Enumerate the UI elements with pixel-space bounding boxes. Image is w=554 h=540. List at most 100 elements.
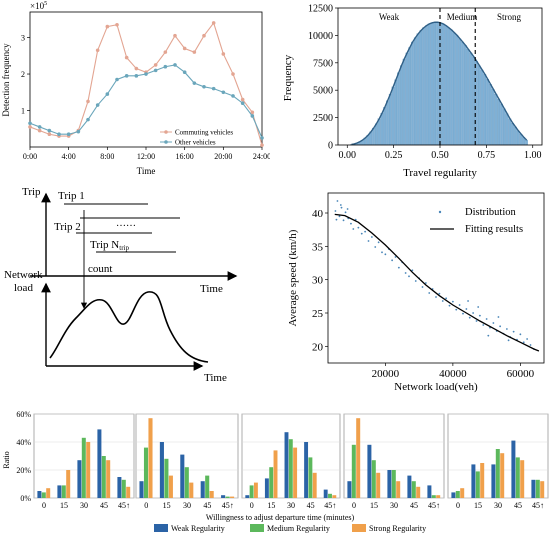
willingness-x-tick-label: 15 bbox=[267, 501, 275, 510]
willingness-x-tick-label: 45↑ bbox=[428, 501, 440, 510]
histogram-bar bbox=[466, 48, 470, 146]
detection-point bbox=[202, 84, 206, 89]
willingness-x-tick-label: 0 bbox=[352, 501, 356, 510]
histogram-bar bbox=[508, 118, 512, 146]
willingness-bar bbox=[66, 470, 71, 498]
willingness-x-tick-label: 45 bbox=[203, 501, 211, 510]
speed-point bbox=[458, 304, 461, 306]
willingness-bar bbox=[451, 492, 456, 498]
detection-point bbox=[192, 50, 197, 54]
region-label-medium: Medium bbox=[447, 12, 478, 22]
willingness-panel: 0 15 30 45 45↑ bbox=[447, 413, 549, 510]
detection-point bbox=[231, 94, 235, 98]
histogram-bar bbox=[452, 32, 456, 146]
willingness-x-tick-label: 0 bbox=[456, 501, 460, 510]
histogram-bar bbox=[433, 22, 437, 146]
detection-point bbox=[211, 86, 216, 91]
willingness-y-tick-label: 40% bbox=[16, 438, 31, 447]
willingness-bar bbox=[148, 418, 153, 498]
willingness-bar bbox=[37, 491, 42, 498]
diagram-load-label: load bbox=[14, 282, 33, 294]
speed-point bbox=[357, 226, 360, 229]
speed-point bbox=[492, 322, 495, 324]
willingness-panel: 0 15 30 45 45↑ bbox=[135, 413, 239, 510]
histogram-bar bbox=[383, 107, 386, 146]
detection-x-tick-label: 24:00 bbox=[253, 152, 270, 161]
willingness-x-tick-label: 45 bbox=[514, 501, 522, 510]
speed-y-tick-label: 20 bbox=[312, 341, 324, 353]
willingness-bar bbox=[427, 485, 432, 498]
speed-point bbox=[485, 318, 488, 320]
detection-point bbox=[95, 103, 100, 107]
willingness-panel: 0 15 30 45 45↑ bbox=[241, 413, 341, 510]
willingness-bar bbox=[391, 470, 396, 498]
willingness-x-tick-label: 30 bbox=[80, 501, 88, 510]
willingness-bar bbox=[97, 429, 102, 498]
speed-point bbox=[441, 300, 444, 302]
detection-point bbox=[163, 50, 168, 54]
willingness-x-tick-label: 45↑ bbox=[118, 501, 130, 510]
willingness-bar bbox=[117, 477, 122, 498]
willingness-x-tick-label: 45↑ bbox=[222, 501, 234, 510]
speed-point bbox=[411, 269, 414, 272]
detection-x-tick-label: 4:00 bbox=[62, 152, 76, 161]
speed-point bbox=[526, 338, 529, 340]
willingness-bar bbox=[531, 479, 536, 498]
willingness-bar bbox=[540, 481, 545, 498]
willingness-bar bbox=[308, 457, 313, 498]
detection-point bbox=[124, 74, 129, 78]
speed-point bbox=[522, 341, 525, 344]
speed-point bbox=[367, 240, 370, 242]
willingness-bar-charts: 0 15 30 45 45↑ 0 15 30 45 45↑ 0 15 30 45 45↑ 0 15 30 45 45↑… bbox=[2, 410, 549, 533]
willingness-x-tick-label: 45 bbox=[410, 501, 418, 510]
speed-point bbox=[462, 312, 464, 315]
diagram-bottom-time-label: Time bbox=[204, 372, 227, 384]
travel-regularity-histogram: 0.00 0.25 0.50 0.75 1.00 0 2500 5000 7500 10000 12… bbox=[282, 4, 543, 179]
detection-point bbox=[47, 132, 52, 137]
speed-point bbox=[374, 246, 377, 248]
histogram-bar bbox=[505, 113, 509, 146]
histogram-y-tick-label: 7500 bbox=[313, 58, 333, 69]
detection-point bbox=[153, 68, 158, 73]
histogram-bar bbox=[455, 35, 459, 146]
willingness-x-tick-label: 45 bbox=[100, 501, 108, 510]
detection-frequency-chart: 0:00 4:00 8:00 12:00 16:00 20:00 24:00 1 2 3 ×105… bbox=[1, 1, 270, 176]
speed-x-tick-label: 20000 bbox=[372, 368, 400, 380]
histogram-bar bbox=[391, 86, 395, 146]
diagram-dots: …… bbox=[116, 218, 136, 229]
speed-point bbox=[529, 344, 532, 346]
willingness-bar bbox=[304, 442, 309, 498]
detection-point bbox=[105, 24, 110, 29]
willingness-bar bbox=[121, 479, 126, 498]
speed-point bbox=[352, 228, 355, 230]
detection-point bbox=[115, 77, 119, 82]
histogram-bar bbox=[438, 22, 442, 146]
willingness-bar bbox=[436, 495, 441, 498]
willingness-bar bbox=[57, 485, 62, 498]
speed-point bbox=[482, 324, 485, 326]
detection-point bbox=[182, 70, 187, 75]
speed-point bbox=[384, 253, 387, 256]
willingness-bar bbox=[269, 467, 274, 498]
detection-exponent-power: 5 bbox=[44, 1, 47, 7]
histogram-bar bbox=[416, 33, 420, 146]
willingness-bar bbox=[535, 479, 540, 498]
detection-point bbox=[173, 63, 177, 67]
histogram-bar bbox=[450, 29, 453, 146]
willingness-bar bbox=[189, 482, 194, 498]
histogram-bar bbox=[436, 22, 439, 146]
speed-point bbox=[512, 330, 515, 333]
speed-point bbox=[370, 236, 373, 238]
histogram-x-label: Travel regularity bbox=[403, 167, 477, 179]
willingness-bar bbox=[126, 486, 131, 498]
diagram-trip-label: Trip bbox=[22, 186, 41, 198]
detection-point bbox=[202, 33, 206, 38]
willingness-bar bbox=[293, 447, 298, 498]
speed-point bbox=[465, 308, 468, 310]
willingness-bar bbox=[143, 447, 149, 498]
histogram-bar bbox=[486, 79, 489, 146]
detection-legend: Commuting vehicles Other vehicles bbox=[160, 129, 233, 147]
speed-plot-frame bbox=[327, 192, 545, 364]
speed-legend: Distribution Fitting results bbox=[430, 207, 523, 235]
willingness-bar bbox=[86, 442, 91, 498]
